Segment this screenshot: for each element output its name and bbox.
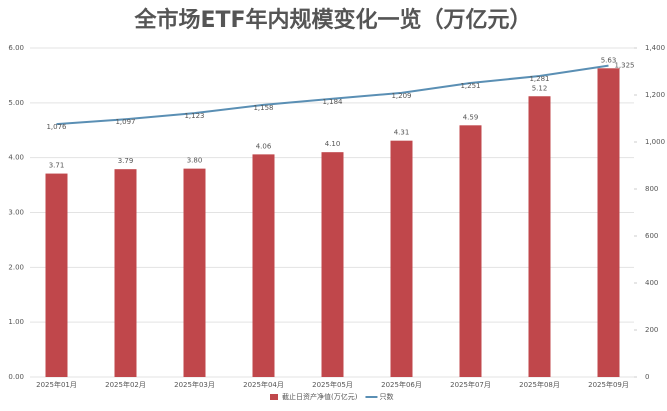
bar-value-label: 4.59 <box>463 113 479 121</box>
y-tick-label: 4.00 <box>8 154 24 162</box>
y2-tick-label: 1,400 <box>645 44 665 52</box>
bar <box>114 169 137 377</box>
bar <box>390 140 413 377</box>
y2-tick-label: 1,000 <box>645 138 665 146</box>
y-tick-label: 2.00 <box>8 263 24 271</box>
line-value-label: 1,123 <box>184 112 204 120</box>
x-tick-label: 2025年01月 <box>36 380 77 389</box>
x-tick-label: 2025年02月 <box>105 380 146 389</box>
y-tick-label: 0.00 <box>8 373 24 381</box>
bar-value-label: 3.80 <box>187 157 203 165</box>
y-tick-label: 3.00 <box>8 209 24 217</box>
x-tick-label: 2025年07月 <box>450 380 491 389</box>
y-tick-label: 6.00 <box>8 44 24 52</box>
line-value-label: 1,158 <box>253 104 273 112</box>
line-value-label: 1,251 <box>460 82 480 90</box>
legend-label: 只数 <box>379 392 393 401</box>
x-tick-label: 2025年06月 <box>381 380 422 389</box>
bar <box>321 152 344 377</box>
y2-tick-label: 0 <box>645 373 649 381</box>
bar <box>597 68 620 377</box>
y2-tick-label: 200 <box>645 326 658 334</box>
bar-value-label: 4.10 <box>325 140 341 148</box>
line <box>56 64 609 126</box>
bar <box>45 173 68 377</box>
bar-value-label: 4.31 <box>394 129 410 137</box>
x-tick-label: 2025年09月 <box>588 380 629 389</box>
y2-tick-label: 400 <box>645 279 658 287</box>
y-tick-label: 5.00 <box>8 99 24 107</box>
bar <box>528 96 551 378</box>
x-tick-label: 2025年08月 <box>519 380 560 389</box>
bar <box>183 168 206 377</box>
bar-value-label: 5.63 <box>601 56 617 64</box>
y2-tick-label: 600 <box>645 232 658 240</box>
bar-value-label: 3.79 <box>118 157 134 165</box>
line-value-label: 1,209 <box>391 92 411 100</box>
x-tick-label: 2025年05月 <box>312 380 353 389</box>
bar-value-label: 5.12 <box>532 84 548 92</box>
line-value-label: 1,076 <box>46 123 67 131</box>
line-value-label: 1,184 <box>322 98 343 106</box>
line-value-label: 1,281 <box>529 75 549 83</box>
legend-swatch <box>270 394 278 400</box>
line-value-label: 1,325 <box>614 62 634 70</box>
bar-value-label: 3.71 <box>49 162 65 170</box>
y2-tick-label: 800 <box>645 185 658 193</box>
bar-value-label: 4.06 <box>256 142 272 150</box>
line-value-label: 1,097 <box>115 118 135 126</box>
bar <box>252 154 275 377</box>
bar <box>459 125 482 377</box>
y2-tick-label: 1,200 <box>645 91 665 99</box>
x-tick-label: 2025年03月 <box>174 380 215 389</box>
y-tick-label: 1.00 <box>8 318 24 326</box>
x-tick-label: 2025年04月 <box>243 380 284 389</box>
legend-label: 截止日资产净值(万亿元) <box>282 392 358 401</box>
chart-title: 全市场ETF年内规模变化一览（万亿元） <box>133 7 531 33</box>
